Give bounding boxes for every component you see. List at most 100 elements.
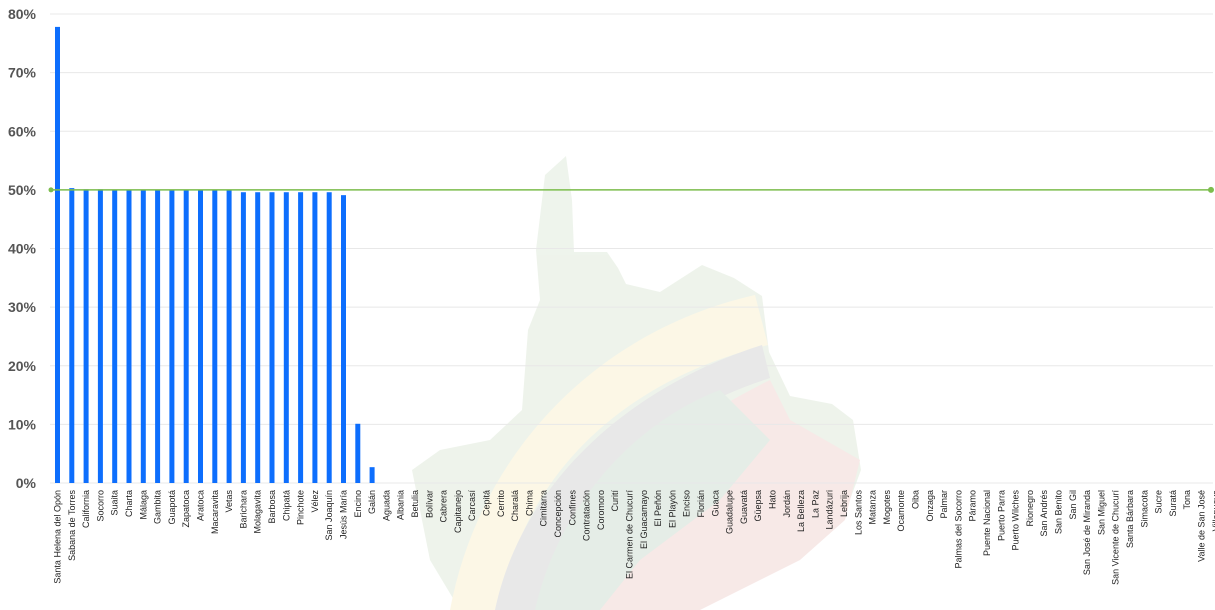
x-tick-label: Guaca xyxy=(710,490,720,517)
x-tick-label: Macaravita xyxy=(210,490,220,534)
x-tick-label: Santa Bárbara xyxy=(1125,490,1135,548)
x-tick-label: California xyxy=(81,490,91,528)
bar xyxy=(69,188,75,483)
x-tick-label: Jordán xyxy=(782,490,792,518)
x-tick-label: Chima xyxy=(524,490,534,516)
x-tick-label: Zapatoca xyxy=(181,490,191,528)
bar xyxy=(126,189,132,483)
x-tick-label: Suratá xyxy=(1168,490,1178,517)
x-tick-label: Concepción xyxy=(553,490,563,538)
y-tick-label: 60% xyxy=(8,123,37,139)
x-tick-label: Landázuri xyxy=(825,490,835,530)
x-tick-label: Cimitarra xyxy=(539,490,549,527)
x-tick-label: Oiba xyxy=(911,490,921,509)
bar xyxy=(298,192,304,483)
x-tick-label: Charta xyxy=(124,490,134,517)
y-tick-label: 80% xyxy=(8,6,37,22)
bar xyxy=(155,189,161,483)
x-tick-label: Guadalupe xyxy=(725,490,735,534)
x-tick-label: Cerrito xyxy=(496,490,506,517)
bar xyxy=(83,189,89,483)
bar xyxy=(369,467,375,483)
y-tick-label: 0% xyxy=(16,475,37,491)
y-tick-label: 70% xyxy=(8,65,37,81)
x-tick-label: Galán xyxy=(367,490,377,514)
x-tick-label: San Vicente de Chucurí xyxy=(1111,490,1121,585)
x-tick-label: Simacota xyxy=(1139,490,1149,528)
x-tick-label: San Gil xyxy=(1068,490,1078,520)
x-tick-label: Sucre xyxy=(1154,490,1164,514)
x-tick-label: Puerto Parra xyxy=(996,490,1006,541)
x-tick-label: Matanza xyxy=(868,490,878,525)
y-tick-label: 10% xyxy=(8,416,37,432)
x-tick-label: La Paz xyxy=(810,490,820,519)
x-tick-label: Valle de San José xyxy=(1197,490,1207,562)
x-tick-label: Coromoro xyxy=(596,490,606,530)
x-tick-label: Rionegro xyxy=(1025,490,1035,527)
x-tick-label: El Carmen de Chucurí xyxy=(625,490,635,580)
x-tick-label: Barichara xyxy=(238,490,248,529)
y-tick-label: 30% xyxy=(8,299,37,315)
x-tick-label: Los Santos xyxy=(853,490,863,536)
x-tick-label: La Belleza xyxy=(796,490,806,532)
x-tick-label: Carcasí xyxy=(467,490,477,522)
bar xyxy=(312,192,318,483)
bar xyxy=(198,189,203,483)
x-tick-label: Páramo xyxy=(968,490,978,522)
x-tick-label: Málaga xyxy=(138,490,148,520)
x-tick-label: Aratoca xyxy=(196,490,206,521)
x-tick-label: San José de Miranda xyxy=(1082,490,1092,575)
x-tick-label: Betulia xyxy=(410,490,420,518)
x-tick-label: Palmar xyxy=(939,490,949,519)
bar xyxy=(169,189,175,483)
x-tick-label: El Peñón xyxy=(653,490,663,527)
x-tick-label: Cabrera xyxy=(439,490,449,523)
x-tick-label: Villanueva xyxy=(1211,490,1215,531)
x-tick-label: Chipatá xyxy=(281,490,291,521)
x-tick-label: Albania xyxy=(396,490,406,520)
bar xyxy=(112,189,118,483)
x-tick-label: Vetas xyxy=(224,490,234,513)
x-tick-label: Aguada xyxy=(381,490,391,521)
x-tick-label: Guapotá xyxy=(167,490,177,525)
x-tick-label: Encino xyxy=(353,490,363,518)
x-tick-label: San Miguel xyxy=(1096,490,1106,535)
x-tick-label: Guavatá xyxy=(739,490,749,524)
bar xyxy=(55,26,60,484)
bar xyxy=(355,423,361,483)
x-tick-label: Cepitá xyxy=(482,490,492,516)
x-tick-label: Contratación xyxy=(582,490,592,541)
reference-line-end-marker xyxy=(1208,186,1214,193)
bar xyxy=(283,192,289,483)
bar xyxy=(326,192,332,483)
x-tick-label: Barbosa xyxy=(267,490,277,524)
x-tick-label: San Andrés xyxy=(1039,490,1049,537)
y-tick-label: 40% xyxy=(8,241,37,257)
x-tick-label: Puente Nacional xyxy=(982,490,992,556)
x-tick-label: El Guacamayo xyxy=(639,490,649,549)
x-tick-label: Ocamonte xyxy=(896,490,906,532)
bar xyxy=(341,195,346,483)
x-tick-label: Suaita xyxy=(110,490,120,516)
reference-line-start-marker xyxy=(48,187,54,193)
x-tick-label: Santa Helena del Opón xyxy=(53,490,63,584)
x-tick-label: Hato xyxy=(768,490,778,509)
x-tick-label: Florián xyxy=(696,490,706,518)
bar xyxy=(255,192,261,483)
x-tick-label: Güepsa xyxy=(753,490,763,522)
x-tick-label: Tona xyxy=(1182,490,1192,510)
x-tick-label: Confines xyxy=(567,490,577,526)
x-tick-label: Palmas del Socorro xyxy=(953,490,963,569)
bar xyxy=(240,192,246,483)
x-tick-label: El Playón xyxy=(667,490,677,528)
x-tick-label: Sabana de Torres xyxy=(67,490,77,561)
x-tick-label: Molagavita xyxy=(253,490,263,534)
x-tick-label: San Joaquín xyxy=(324,490,334,541)
y-tick-label: 50% xyxy=(8,182,37,198)
bar xyxy=(226,189,232,483)
bar xyxy=(183,189,189,483)
watermark-logo xyxy=(412,156,861,610)
x-tick-label: Enciso xyxy=(682,490,692,517)
x-tick-label: Gambita xyxy=(153,490,163,524)
